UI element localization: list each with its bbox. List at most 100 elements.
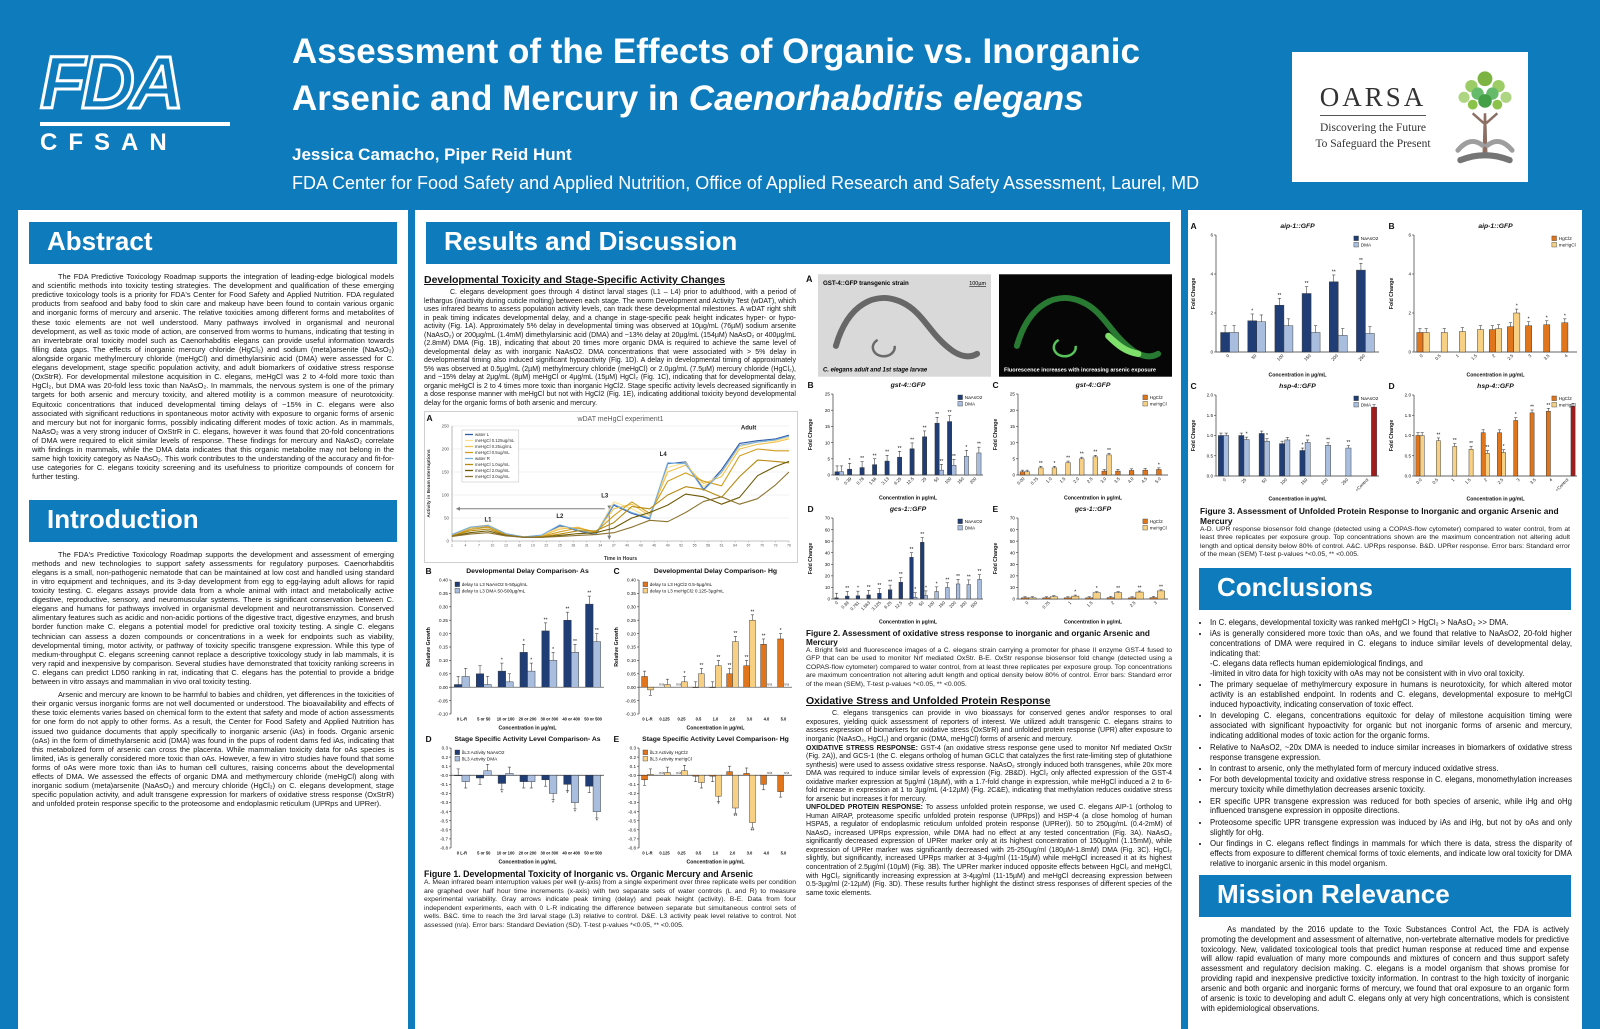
svg-text:0.5: 0.5 <box>1207 453 1214 458</box>
svg-text:0.5: 0.5 <box>696 851 702 856</box>
abstract-text: The FDA Predictive Toxicology Roadmap su… <box>32 272 394 482</box>
svg-text:6.25: 6.25 <box>893 476 903 486</box>
svg-text:25: 25 <box>920 476 927 483</box>
svg-text:0.5: 0.5 <box>1405 453 1412 458</box>
svg-text:*: * <box>530 658 532 664</box>
svg-text:meHgCl: meHgCl <box>1150 525 1167 530</box>
svg-text:5: 5 <box>1012 457 1015 462</box>
svg-text:30 or 300: 30 or 300 <box>540 717 558 722</box>
svg-text:150: 150 <box>956 476 965 485</box>
title-block: Assessment of the Effects of Organic vs.… <box>292 28 1277 194</box>
svg-text:Fold Change: Fold Change <box>993 419 999 451</box>
poster-header: FDA CFSAN Assessment of the Effects of O… <box>0 0 1600 205</box>
svg-text:Stage Specific Activity Level: Stage Specific Activity Level Comparison… <box>454 736 600 743</box>
svg-text:*: * <box>1546 315 1548 321</box>
svg-text:0.25: 0.25 <box>627 618 636 623</box>
svg-text:0: 0 <box>834 600 840 606</box>
svg-text:0: 0 <box>1418 353 1424 359</box>
introduction-header: Introduction <box>29 499 397 542</box>
svg-text:**: ** <box>1453 438 1457 444</box>
svg-text:61: 61 <box>720 544 724 548</box>
svg-text:L1: L1 <box>484 518 492 524</box>
svg-text:**: ** <box>1116 586 1120 592</box>
fig1e-activity-hg-chart: -0.8 -0.7 -0.6 -0.5 -0.4 -0.3 -0.2 -0.1 -0.0 0.1 0… <box>612 733 796 865</box>
svg-text:0.00: 0.00 <box>1016 476 1026 486</box>
svg-text:0: 0 <box>835 476 841 482</box>
svg-text:4: 4 <box>1563 353 1569 359</box>
svg-text:gcs-1::GFP: gcs-1::GFP <box>889 506 927 513</box>
oxidative-response-paragraph: OXIDATIVE STRESS RESPONSE: GST-4 (an oxi… <box>806 745 1172 805</box>
svg-text:-0.7: -0.7 <box>440 837 448 842</box>
svg-text:3.125: 3.125 <box>871 600 883 612</box>
svg-text:**: ** <box>978 569 982 575</box>
conclusion-text: In C. elegans, developmental toxicity wa… <box>1210 617 1509 627</box>
svg-text:1.56: 1.56 <box>868 476 878 486</box>
fda-logo-rule <box>40 122 230 126</box>
fluorescence-caption: Fluorescence increases with increasing a… <box>1004 368 1156 374</box>
svg-text:Developmental Delay Comparison: Developmental Delay Comparison- As <box>466 568 589 575</box>
svg-text:3.0: 3.0 <box>747 717 753 722</box>
svg-text:*: * <box>1564 313 1566 319</box>
svg-text:1.0: 1.0 <box>713 851 719 856</box>
svg-text:1.5: 1.5 <box>1464 477 1472 485</box>
conclusion-text: ER specific UPR transgene expression was… <box>1210 796 1572 816</box>
svg-text:2.0: 2.0 <box>730 851 736 856</box>
svg-text:+Control: +Control <box>1354 477 1369 492</box>
svg-text:4.0: 4.0 <box>1127 476 1135 484</box>
svg-text:aip-1::GFP: aip-1::GFP <box>1280 223 1315 230</box>
svg-text:**: ** <box>1093 450 1097 456</box>
svg-text:**: ** <box>939 459 943 465</box>
svg-text:**: ** <box>733 814 737 820</box>
svg-text:43: 43 <box>639 544 643 548</box>
svg-text:22: 22 <box>544 544 548 548</box>
svg-text:20: 20 <box>825 408 831 413</box>
svg-text:100: 100 <box>442 493 450 498</box>
svg-text:**: ** <box>845 586 849 592</box>
svg-text:*: * <box>501 791 503 797</box>
svg-text:n/a: n/a <box>784 771 789 775</box>
svg-text:100: 100 <box>944 476 953 485</box>
svg-text:0.30: 0.30 <box>439 605 448 610</box>
svg-text:-0.2: -0.2 <box>440 792 448 797</box>
figure2-caption-title: Figure 2. Assessment of oxidative stress… <box>806 629 1150 647</box>
svg-text:DMA: DMA <box>1361 402 1372 407</box>
svg-text:0.0: 0.0 <box>1207 474 1214 479</box>
svg-text:**: ** <box>923 425 927 431</box>
svg-text:**: ** <box>1039 461 1043 467</box>
scale-bar-label: 100µm <box>969 281 986 287</box>
svg-text:aip-1::GFP: aip-1::GFP <box>1478 223 1513 230</box>
svg-text:0: 0 <box>827 597 830 602</box>
poster-title-line2-prefix: Arsenic and Mercury in <box>292 79 689 119</box>
svg-text:0.20: 0.20 <box>627 632 636 637</box>
devtox-text: C. elegans development goes through 4 di… <box>424 289 796 407</box>
svg-text:15: 15 <box>1010 424 1016 429</box>
svg-text:1.0: 1.0 <box>713 717 719 722</box>
mission-text: As mandated by the 2016 update to the To… <box>1201 924 1569 1013</box>
svg-text:*: * <box>914 587 916 593</box>
oarsa-tagline-2: To Safeguard the Present <box>1315 137 1431 150</box>
svg-text:4.5: 4.5 <box>1140 476 1148 484</box>
svg-text:0.1: 0.1 <box>630 764 637 769</box>
svg-text:**: ** <box>888 580 892 586</box>
svg-text:5 or 50: 5 or 50 <box>477 851 491 856</box>
svg-text:-0.5: -0.5 <box>440 819 448 824</box>
svg-text:**: ** <box>750 829 754 835</box>
svg-text:6: 6 <box>1408 233 1411 238</box>
svg-text:delay to L3 NaAsO2 5-50µg/mL: delay to L3 NaAsO2 5-50µg/mL <box>462 582 528 587</box>
svg-text:0: 0 <box>447 539 450 544</box>
svg-text:**: ** <box>945 577 949 583</box>
svg-text:30: 30 <box>825 562 831 567</box>
svg-text:20 or 200: 20 or 200 <box>519 717 537 722</box>
svg-text:*: * <box>965 445 967 451</box>
svg-text:250: 250 <box>442 424 450 429</box>
svg-text:0.10: 0.10 <box>627 659 636 664</box>
svg-text:2: 2 <box>1110 600 1116 606</box>
svg-text:70: 70 <box>825 516 831 521</box>
svg-text:0.39: 0.39 <box>843 476 853 486</box>
svg-text:0: 0 <box>827 473 830 478</box>
svg-text:5.0: 5.0 <box>781 717 787 722</box>
svg-text:1.0: 1.0 <box>1405 433 1412 438</box>
svg-text:DMA: DMA <box>965 401 976 406</box>
svg-text:1.5: 1.5 <box>1059 476 1067 484</box>
